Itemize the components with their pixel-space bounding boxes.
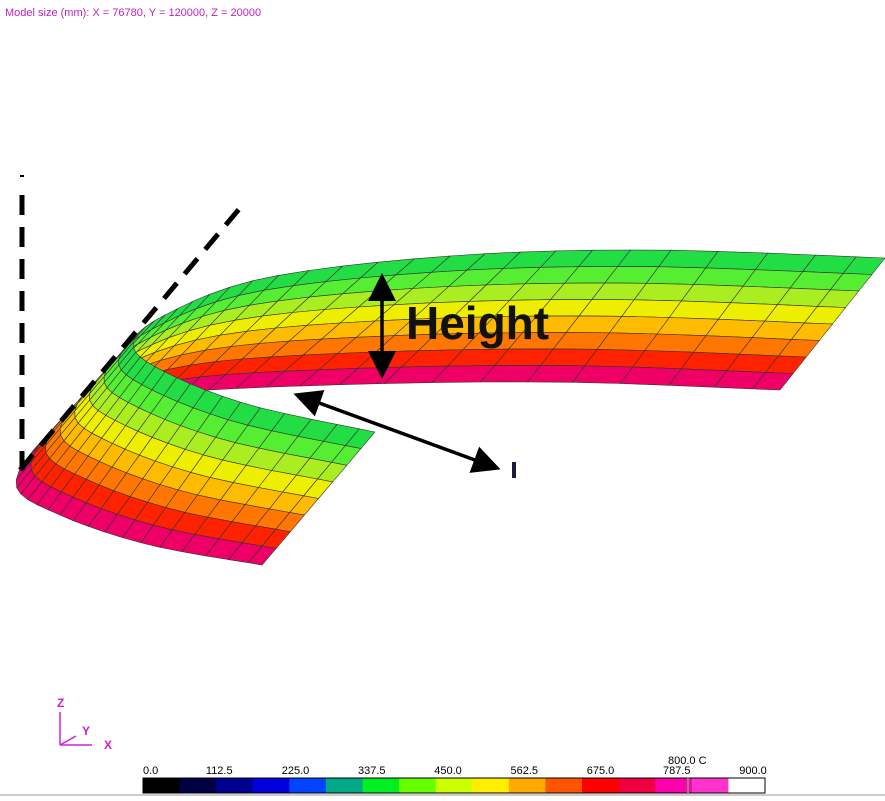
legend-swatch bbox=[655, 778, 692, 793]
legend-swatch bbox=[180, 778, 217, 793]
legend-swatch bbox=[545, 778, 582, 793]
height-label: Height bbox=[406, 297, 549, 349]
legend-swatch bbox=[216, 778, 253, 793]
legend-tick-label: 112.5 bbox=[206, 765, 233, 777]
legend-tick-label: 0.0 bbox=[143, 765, 158, 777]
legend-swatch bbox=[436, 778, 473, 793]
legend-swatch bbox=[619, 778, 656, 793]
legend-tick-label: 225.0 bbox=[282, 765, 310, 777]
legend-tick-label: 450.0 bbox=[434, 765, 462, 777]
legend-marker-label: 800.0 C bbox=[668, 755, 707, 767]
legend-tick-label: 337.5 bbox=[358, 765, 386, 777]
viewport: Model size (mm): X = 76780, Y = 120000, … bbox=[0, 0, 885, 796]
legend-swatch bbox=[692, 778, 729, 793]
legend-tick-label: 675.0 bbox=[587, 765, 615, 777]
legend-swatch bbox=[326, 778, 363, 793]
legend-swatch bbox=[472, 778, 509, 793]
legend-tick-label: 562.5 bbox=[510, 765, 538, 777]
axis-y: Y bbox=[82, 724, 90, 738]
axis-x: X bbox=[104, 738, 112, 752]
legend-swatch bbox=[509, 778, 546, 793]
legend-swatch bbox=[399, 778, 436, 793]
legend-swatch bbox=[253, 778, 290, 793]
legend-swatch bbox=[289, 778, 326, 793]
axis-z: Z bbox=[57, 696, 64, 710]
legend-tick-label: 900.0 bbox=[739, 765, 767, 777]
legend-swatch bbox=[143, 778, 180, 793]
legend-swatch bbox=[582, 778, 619, 793]
legend-swatch bbox=[363, 778, 400, 793]
legend-swatch bbox=[728, 778, 765, 793]
model-size: Model size (mm): X = 76780, Y = 120000, … bbox=[5, 7, 261, 19]
marker bbox=[512, 462, 516, 478]
